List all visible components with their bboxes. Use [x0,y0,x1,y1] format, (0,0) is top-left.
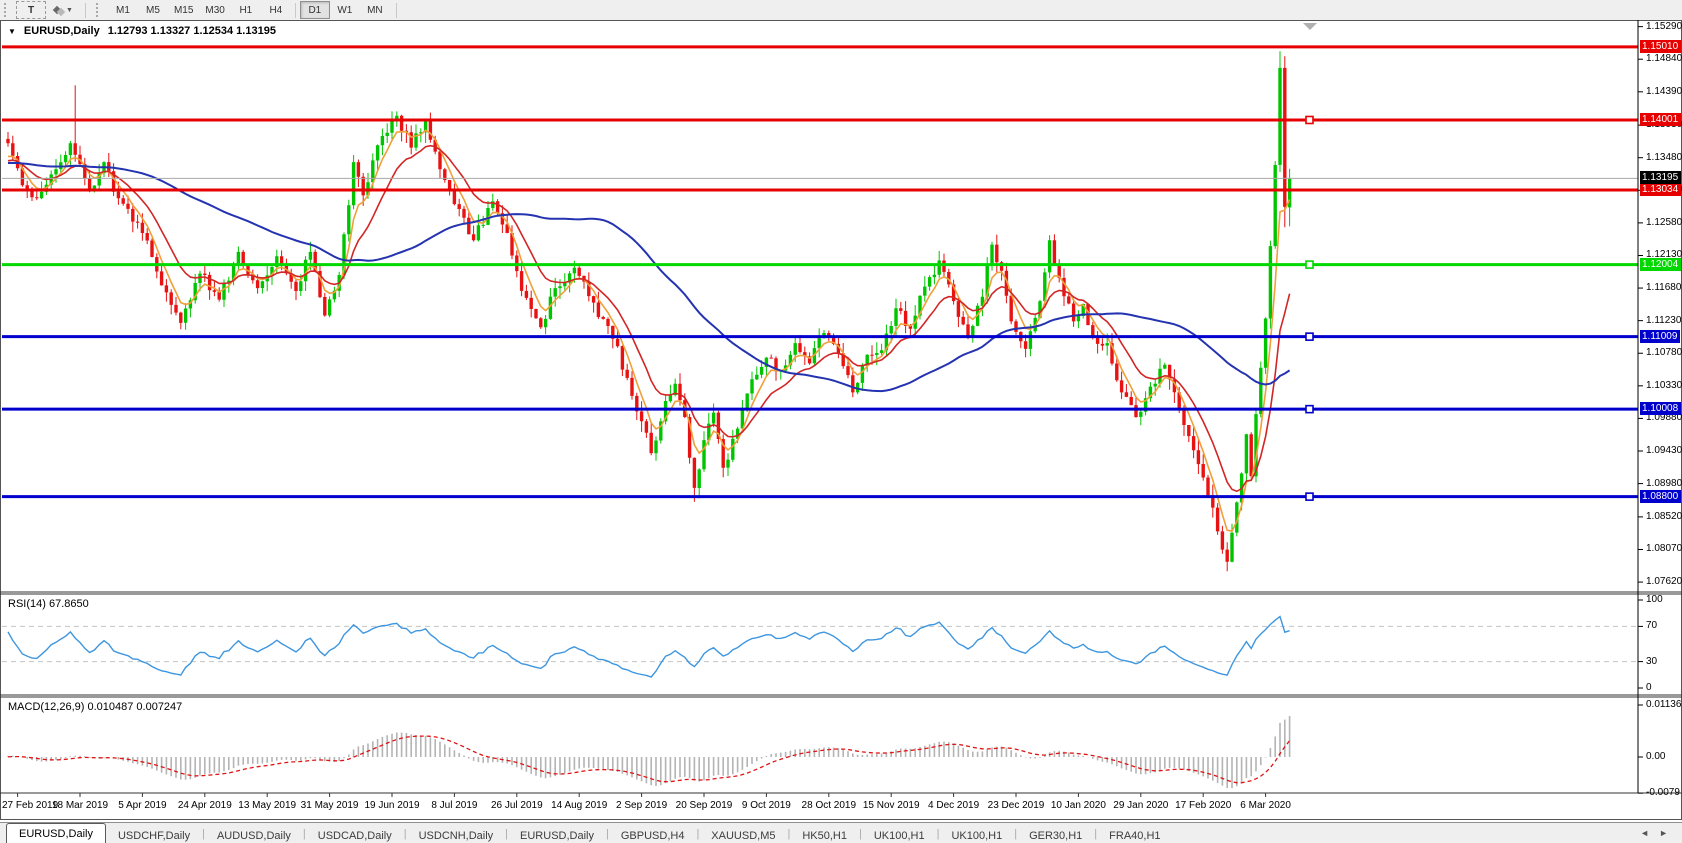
tab-usdchf-daily[interactable]: USDCHF,Daily [117,829,191,842]
timeframe-H1[interactable]: H1 [239,4,253,16]
date-tick: 10 Jan 2020 [1050,800,1106,811]
chart-canvas[interactable] [0,20,1682,820]
chart-title-ohlc: 1.12793 1.13327 1.12534 1.13195 [107,25,276,37]
date-tick: 13 May 2019 [238,800,297,811]
collapse-triangle-icon[interactable]: ▼ [8,26,16,36]
tab-usdcnh-daily[interactable]: USDCNH,Daily [418,829,494,842]
chart-window: ▼ EURUSD,Daily 1.12793 1.13327 1.12534 1… [0,20,1682,820]
toolbar-grip[interactable] [4,3,11,17]
chart-shift-marker[interactable] [1303,23,1317,30]
date-tick: 15 Nov 2019 [862,800,920,811]
tab-scroll-right-icon[interactable]: ► [1659,828,1668,838]
tab-separator: | [606,827,609,840]
tab-ger30-h1[interactable]: GER30,H1 [1029,829,1083,842]
toolbar-separator [395,2,397,18]
timeframe-MN[interactable]: MN [367,4,383,16]
date-tick: 20 Sep 2019 [675,800,733,811]
date-axis[interactable]: 27 Feb 2019 18 Mar 2019 5 Apr 2019 24 Apr 2… [0,793,1682,822]
date-tick: 8 Jul 2019 [431,800,478,811]
hline-1.14001[interactable] [2,115,1638,125]
hline-1.11009[interactable] [2,332,1638,341]
date-tick: 5 Apr 2019 [118,800,167,811]
tab-separator: | [403,827,407,840]
hline-handle[interactable] [1305,115,1314,125]
symbols-icon-button[interactable]: ▼ [48,1,79,19]
tab-scroll-nav: ◄ ► [1640,828,1668,838]
timeframe-M5[interactable]: M5 [145,4,160,16]
timeframe-M30[interactable]: M30 [205,4,225,16]
tab-gbpusd-h4[interactable]: GBPUSD,H4 [620,829,685,842]
timeframe-M15[interactable]: M15 [173,4,194,16]
hline-handle[interactable] [1305,260,1314,269]
timeframe-M1[interactable]: M1 [115,4,130,16]
tab-fra40-h1[interactable]: FRA40,H1 [1109,829,1161,842]
tab-separator: | [302,827,306,840]
date-tick: 28 Oct 2019 [801,800,857,811]
tab-separator: | [696,827,700,840]
date-tick: 2 Sep 2019 [616,800,668,811]
tab-eurusd-daily[interactable]: EURUSD,Daily [6,823,106,843]
toolbar-separator [294,2,296,18]
tab-separator: | [787,827,791,840]
tab-uk100-h1[interactable]: UK100,H1 [873,829,925,842]
hline-1.08800[interactable] [2,492,1638,501]
date-tick: 9 Oct 2019 [741,800,791,811]
tab-uk100-h1[interactable]: UK100,H1 [951,829,1003,842]
tab-separator: | [1094,827,1098,840]
ma-slow [7,161,1291,393]
date-tick: 17 Feb 2020 [1175,800,1232,811]
tab-scroll-left-icon[interactable]: ◄ [1640,828,1650,838]
timeframe-D1[interactable]: D1 [299,1,330,19]
toolbar-separator [84,2,86,18]
tab-xauusd-m5[interactable]: XAUUSD,M5 [711,829,776,842]
text-tool-button[interactable]: T [16,1,46,19]
date-tick: 18 Mar 2019 [51,800,109,811]
hline-1.10008[interactable] [2,404,1638,414]
ma-fast [7,129,1291,532]
date-tick: 6 Mar 2020 [1240,800,1291,811]
date-tick: 31 May 2019 [300,800,359,811]
date-tick: 4 Dec 2019 [928,800,980,811]
date-tick: 23 Dec 2019 [987,800,1045,811]
tab-audusd-daily[interactable]: AUDUSD,Daily [216,829,291,842]
date-tick: 14 Aug 2019 [551,800,608,811]
hline-handle[interactable] [1305,332,1314,341]
tab-separator: | [1014,827,1018,840]
date-tick: 19 Jun 2019 [364,800,420,811]
date-tick: 26 Jul 2019 [490,800,543,811]
symbols-icon [56,7,66,17]
tab-hk50-h1[interactable]: HK50,H1 [802,829,847,842]
timeframe-group: M1 M5 M15 M30 H1 H4 D1 W1 MN [108,1,390,19]
tab-separator: | [202,827,205,840]
chart-tab-bar: EURUSD,Daily USDCHF,Daily | AUDUSD,Daily | US… [0,822,1682,843]
hline-1.12004[interactable] [2,260,1638,269]
dropdown-caret-icon: ▼ [66,6,73,14]
tab-separator: | [505,827,509,840]
toolbar: T ▼ M1 M5 M15 M30 H1 H4 D1 W1 MN [0,0,1682,21]
tab-separator: | [936,827,940,840]
tab-usdcad-daily[interactable]: USDCAD,Daily [317,829,392,842]
hline-handle[interactable] [1305,492,1314,501]
chart-title: ▼ EURUSD,Daily 1.12793 1.13327 1.12534 1… [8,25,276,37]
timeframe-W1[interactable]: W1 [337,4,353,16]
ma-mid [7,144,1291,493]
tab-separator: | [858,827,862,840]
timeframe-H4[interactable]: H4 [269,4,283,16]
macd-label: MACD(12,26,9) 0.010487 0.007247 [8,701,183,713]
date-tick: 24 Apr 2019 [177,800,232,811]
hline-handle[interactable] [1305,404,1314,414]
rsi-line [7,615,1290,678]
tab-eurusd-daily[interactable]: EURUSD,Daily [520,829,594,842]
date-tick: 27 Feb 2019 [2,800,59,811]
rsi-label: RSI(14) 67.8650 [8,598,89,610]
toolbar-grip[interactable] [95,3,103,17]
chart-title-symbol: EURUSD,Daily [23,25,100,37]
date-tick: 29 Jan 2020 [1113,800,1169,811]
